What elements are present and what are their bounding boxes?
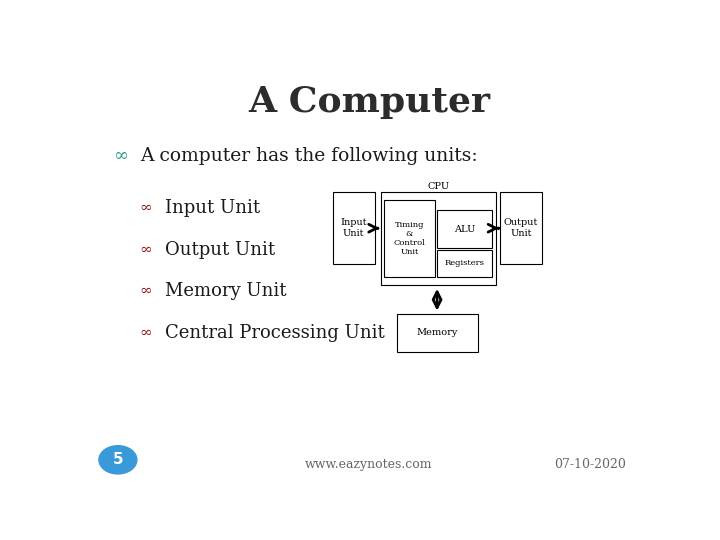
Text: ∞: ∞: [140, 285, 152, 299]
Bar: [500, 192, 542, 265]
Bar: [397, 314, 478, 352]
Text: Timing
&
Control
Unit: Timing & Control Unit: [394, 221, 426, 256]
Text: Input
Unit: Input Unit: [341, 218, 367, 238]
Text: Memory: Memory: [417, 328, 458, 338]
Text: 5: 5: [112, 453, 123, 467]
Text: ∞: ∞: [140, 326, 152, 340]
Text: Central Processing Unit: Central Processing Unit: [166, 324, 385, 342]
Circle shape: [99, 446, 137, 474]
FancyBboxPatch shape: [84, 60, 654, 485]
Text: ∞: ∞: [140, 243, 152, 257]
Text: 07-10-2020: 07-10-2020: [554, 458, 626, 471]
Text: Memory Unit: Memory Unit: [166, 282, 287, 300]
Bar: [382, 192, 495, 285]
Bar: [437, 210, 492, 248]
Bar: [437, 250, 492, 277]
Text: Output
Unit: Output Unit: [504, 218, 539, 238]
Text: ∞: ∞: [140, 201, 152, 215]
Text: Registers: Registers: [444, 259, 485, 267]
Text: Output Unit: Output Unit: [166, 241, 276, 259]
Text: ∞: ∞: [113, 147, 128, 165]
Text: A computer has the following units:: A computer has the following units:: [140, 147, 478, 165]
Text: CPU: CPU: [428, 182, 449, 191]
Text: ALU: ALU: [454, 225, 475, 233]
Bar: [333, 192, 374, 265]
Text: www.eazynotes.com: www.eazynotes.com: [305, 458, 433, 471]
Bar: [384, 200, 436, 277]
Text: Input Unit: Input Unit: [166, 199, 261, 217]
Text: A Computer: A Computer: [248, 85, 490, 119]
